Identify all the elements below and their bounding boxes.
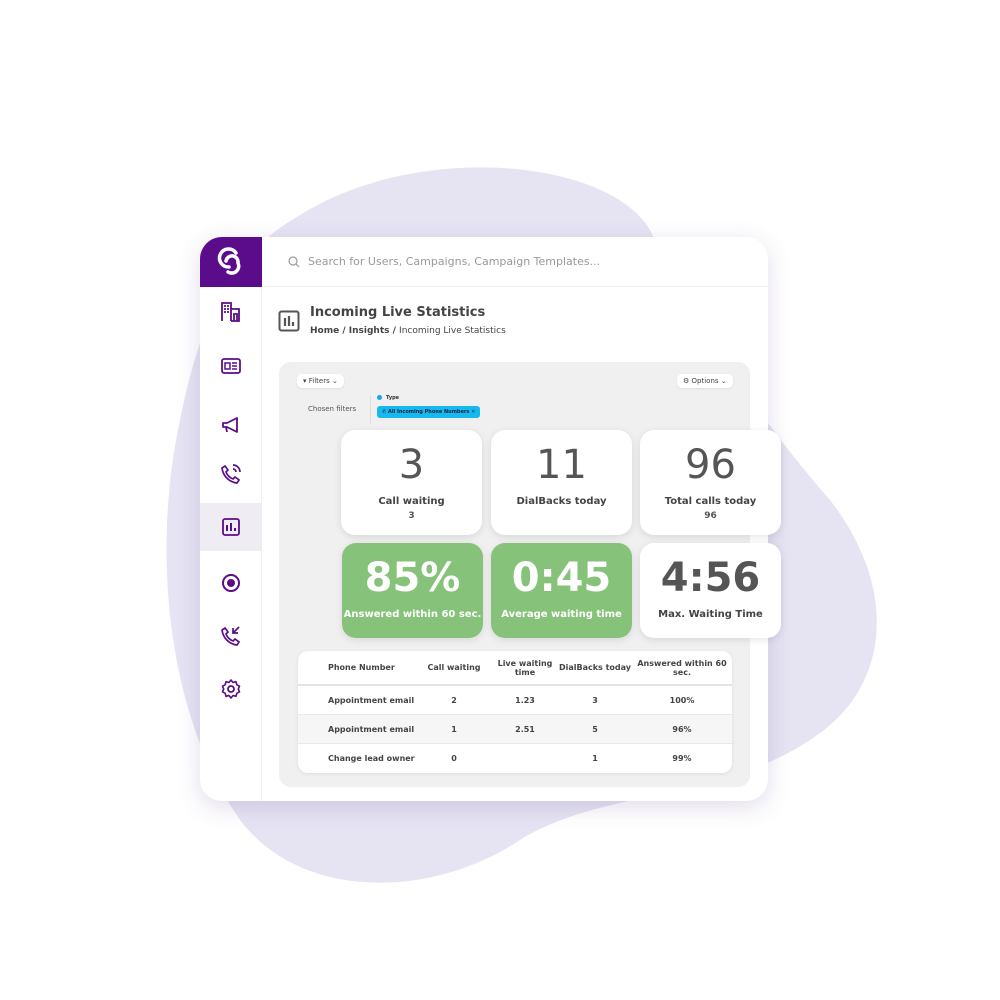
phone-number-table: Phone Number Call waiting Live waiting t… [298, 651, 732, 773]
breadcrumb-home[interactable]: Home [310, 326, 340, 336]
column-header[interactable]: Call waiting [427, 663, 481, 672]
stat-label: Answered within 60 sec. [343, 609, 482, 620]
column-header[interactable]: Live waiting time [497, 658, 553, 677]
breadcrumb-current: Incoming Live Statistics [399, 326, 506, 336]
sidebar-item-insights[interactable] [200, 503, 261, 551]
phone-icon: ✆ [382, 409, 387, 415]
cell: 1 [592, 754, 598, 763]
divider [370, 396, 371, 424]
stat-label: Total calls today [664, 496, 757, 507]
table-row[interactable]: Change lead owner 0 1 99% [298, 744, 732, 773]
chosen-filters-label: Chosen filters [308, 405, 357, 413]
record-icon [221, 574, 240, 592]
column-header[interactable]: Answered within 60 sec. [637, 658, 727, 677]
stat-label: Average waiting time [501, 609, 622, 620]
cell: Appointment email [328, 695, 415, 705]
bar-chart-icon [221, 518, 240, 536]
megaphone-icon [221, 417, 238, 433]
stat-label: DialBacks today [516, 496, 607, 507]
stat-label: Call waiting [378, 496, 445, 507]
cell: 3 [592, 695, 598, 705]
stat-value: 11 [536, 442, 587, 488]
stat-value: 0:45 [511, 555, 612, 601]
brand-logo[interactable] [200, 237, 262, 287]
table-row[interactable]: Appointment email 1 2.51 5 96% [298, 715, 732, 744]
stat-value: 85% [364, 555, 461, 601]
cell: Change lead owner [328, 754, 415, 763]
sidebar-item-news[interactable] [200, 342, 261, 390]
sidebar-item-buildings[interactable] [200, 288, 261, 336]
type-label: Type [386, 395, 400, 401]
options-label: Options [691, 377, 719, 385]
stat-sub-value: 96 [704, 511, 717, 521]
search-input[interactable]: Search for Users, Campaigns, Campaign Te… [308, 255, 601, 268]
cell: 99% [672, 754, 692, 763]
chevron-down-icon: ⌄ [720, 377, 727, 385]
stat-card-call-waiting: 3 Call waiting 3 [341, 430, 482, 535]
stat-value: 4:56 [660, 555, 761, 601]
gear-icon [221, 679, 240, 699]
stat-sub-value: 3 [408, 511, 415, 521]
table-row[interactable]: Appointment email 2 1.23 3 100% [298, 686, 732, 715]
sidebar [200, 287, 262, 801]
cell: 1.23 [515, 695, 535, 705]
cell: 2.51 [515, 724, 535, 734]
sidebar-item-settings[interactable] [200, 665, 261, 713]
column-header[interactable]: DialBacks today [558, 663, 632, 672]
chevron-down-icon: ⌄ [331, 377, 338, 385]
gear-icon: ⚙ [683, 377, 690, 385]
sidebar-item-campaigns[interactable] [200, 401, 261, 449]
cell: 2 [451, 695, 457, 705]
type-dot-icon [377, 395, 382, 400]
stat-label: Max. Waiting Time [658, 609, 763, 620]
building-icon [220, 302, 240, 322]
filters-button[interactable]: ▾ Filters ⌄ [297, 374, 344, 388]
stat-value: 96 [685, 442, 736, 488]
search-bar[interactable]: Search for Users, Campaigns, Campaign Te… [262, 237, 768, 287]
filter-chip[interactable]: ✆ All Incoming Phone Numbers ✕ [377, 406, 481, 418]
cell: 1 [451, 724, 457, 734]
incoming-call-icon [220, 626, 240, 646]
stat-card-dialbacks: 11 DialBacks today [491, 430, 632, 535]
breadcrumb-insights[interactable]: Insights [348, 326, 390, 336]
cell: 0 [451, 754, 457, 763]
stat-card-total-calls: 96 Total calls today 96 [640, 430, 781, 535]
stat-card-answered: 85% Answered within 60 sec. [342, 543, 483, 638]
column-header[interactable]: Phone Number [328, 663, 395, 672]
table-header: Phone Number Call waiting Live waiting t… [298, 651, 732, 686]
breadcrumb-separator: / [339, 326, 349, 336]
chip-label: All Incoming Phone Numbers [387, 409, 470, 415]
cell: Appointment email [328, 724, 415, 734]
remove-filter-icon[interactable]: ✕ [471, 409, 476, 415]
statistics-icon [278, 310, 300, 332]
cell: 5 [592, 724, 598, 734]
page-title: Incoming Live Statistics [310, 305, 486, 320]
phone-call-icon [220, 464, 241, 484]
cell: 100% [669, 695, 695, 705]
cell: 96% [672, 724, 692, 734]
stat-card-average-wait: 0:45 Average waiting time [491, 543, 632, 638]
breadcrumb-separator: / [389, 326, 400, 336]
sidebar-item-incoming[interactable] [200, 612, 261, 660]
filter-type: Type [377, 395, 399, 401]
filters-label: Filters [308, 377, 330, 385]
sidebar-item-calls[interactable] [200, 450, 261, 498]
stat-value: 3 [398, 442, 425, 488]
options-button[interactable]: ⚙ Options ⌄ [677, 374, 733, 388]
sidebar-item-recordings[interactable] [200, 559, 261, 607]
breadcrumb: Home / Insights / Incoming Live Statisti… [310, 326, 506, 336]
newspaper-icon [220, 358, 241, 374]
search-icon [288, 255, 300, 267]
stat-card-max-wait: 4:56 Max. Waiting Time [640, 543, 781, 638]
